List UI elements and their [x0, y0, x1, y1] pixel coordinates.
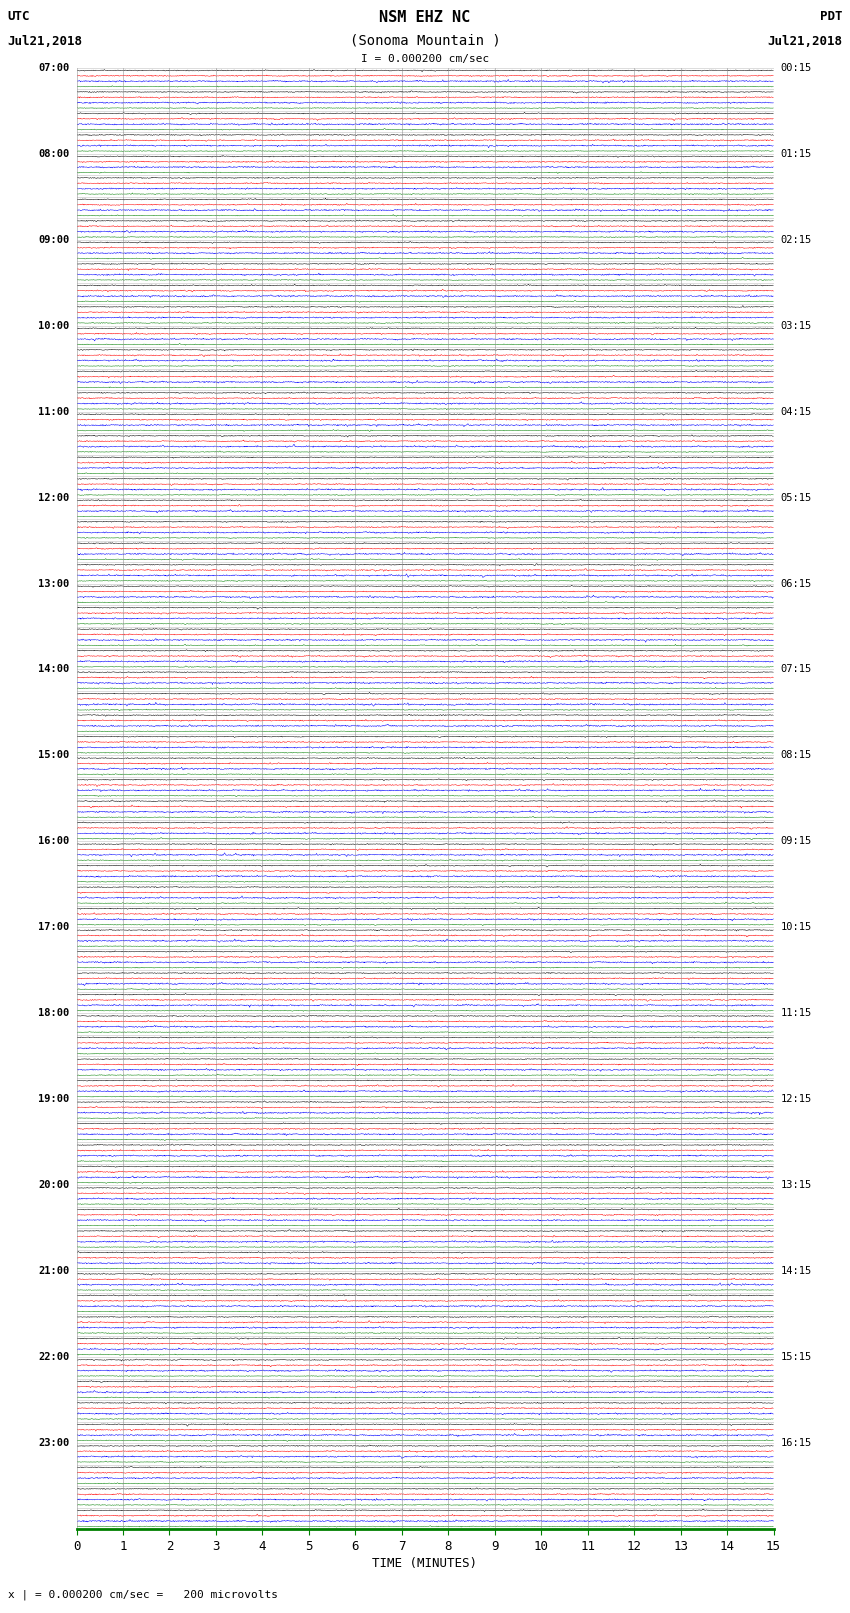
Text: 09:15: 09:15	[780, 837, 812, 847]
Text: 15:00: 15:00	[38, 750, 70, 760]
Text: 10:00: 10:00	[38, 321, 70, 331]
Text: 11:00: 11:00	[38, 406, 70, 416]
Text: 08:00: 08:00	[38, 148, 70, 158]
Text: 11:15: 11:15	[780, 1008, 812, 1018]
Text: 09:00: 09:00	[38, 234, 70, 245]
Text: 22:00: 22:00	[38, 1352, 70, 1363]
Text: (Sonoma Mountain ): (Sonoma Mountain )	[349, 34, 501, 48]
X-axis label: TIME (MINUTES): TIME (MINUTES)	[372, 1557, 478, 1569]
Text: 17:00: 17:00	[38, 923, 70, 932]
Text: 13:15: 13:15	[780, 1181, 812, 1190]
Text: UTC: UTC	[8, 10, 30, 23]
Text: Jul21,2018: Jul21,2018	[768, 35, 842, 48]
Text: 14:15: 14:15	[780, 1266, 812, 1276]
Text: 23:00: 23:00	[38, 1439, 70, 1448]
Text: 13:00: 13:00	[38, 579, 70, 589]
Text: 07:00: 07:00	[38, 63, 70, 73]
Text: 16:00: 16:00	[38, 837, 70, 847]
Text: 14:00: 14:00	[38, 665, 70, 674]
Text: 08:15: 08:15	[780, 750, 812, 760]
Text: 03:15: 03:15	[780, 321, 812, 331]
Text: 16:15: 16:15	[780, 1439, 812, 1448]
Text: 19:00: 19:00	[38, 1094, 70, 1105]
Text: 10:15: 10:15	[780, 923, 812, 932]
Text: 15:15: 15:15	[780, 1352, 812, 1363]
Text: x | = 0.000200 cm/sec =   200 microvolts: x | = 0.000200 cm/sec = 200 microvolts	[8, 1589, 279, 1600]
Text: 20:00: 20:00	[38, 1181, 70, 1190]
Text: Jul21,2018: Jul21,2018	[8, 35, 82, 48]
Text: 04:15: 04:15	[780, 406, 812, 416]
Text: 18:00: 18:00	[38, 1008, 70, 1018]
Text: 00:15: 00:15	[780, 63, 812, 73]
Text: 02:15: 02:15	[780, 234, 812, 245]
Text: 21:00: 21:00	[38, 1266, 70, 1276]
Text: 12:00: 12:00	[38, 492, 70, 503]
Text: PDT: PDT	[820, 10, 842, 23]
Text: 07:15: 07:15	[780, 665, 812, 674]
Text: 12:15: 12:15	[780, 1094, 812, 1105]
Text: 05:15: 05:15	[780, 492, 812, 503]
Text: 01:15: 01:15	[780, 148, 812, 158]
Text: I = 0.000200 cm/sec: I = 0.000200 cm/sec	[361, 55, 489, 65]
Text: 06:15: 06:15	[780, 579, 812, 589]
Text: NSM EHZ NC: NSM EHZ NC	[379, 10, 471, 26]
